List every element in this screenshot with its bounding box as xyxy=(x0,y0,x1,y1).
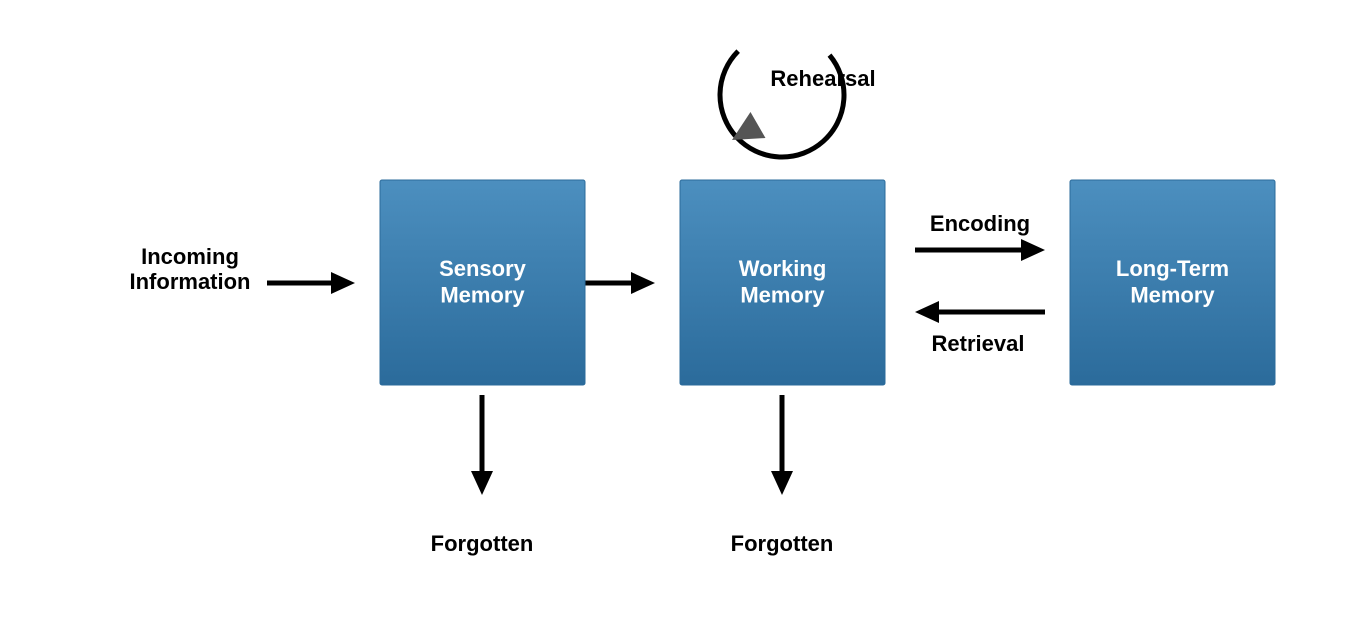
label-incoming-line1: Incoming xyxy=(141,244,239,269)
retrieval_arrow-arrow xyxy=(915,301,1045,323)
label-rehearsal-line1: Rehearsal xyxy=(770,66,875,91)
encoding_arrow-head xyxy=(1021,239,1045,261)
sensory_forgotten-head xyxy=(471,471,493,495)
node-sensory: SensoryMemory xyxy=(380,180,585,385)
node-longterm: Long-TermMemory xyxy=(1070,180,1275,385)
label-retrieval: Retrieval xyxy=(932,331,1025,356)
node-longterm-label1: Long-Term xyxy=(1116,256,1229,281)
node-sensory-label2: Memory xyxy=(440,283,525,308)
label-forgotten2-line1: Forgotten xyxy=(731,531,834,556)
label-encoding-line1: Encoding xyxy=(930,211,1030,236)
label-incoming: IncomingInformation xyxy=(130,244,251,294)
node-longterm-label2: Memory xyxy=(1130,283,1215,308)
label-forgotten2: Forgotten xyxy=(731,531,834,556)
nodes-layer: SensoryMemoryWorkingMemoryLong-TermMemor… xyxy=(380,180,1275,385)
in_to_sensory-arrow xyxy=(267,272,355,294)
label-rehearsal: Rehearsal xyxy=(770,66,875,91)
sensory_forgotten-arrow xyxy=(471,395,493,495)
label-forgotten1: Forgotten xyxy=(431,531,534,556)
node-sensory-label1: Sensory xyxy=(439,256,527,281)
label-incoming-line2: Information xyxy=(130,269,251,294)
rehearsal-head xyxy=(732,112,765,140)
label-retrieval-line1: Retrieval xyxy=(932,331,1025,356)
retrieval_arrow-head xyxy=(915,301,939,323)
encoding_arrow-arrow xyxy=(915,239,1045,261)
node-working-label1: Working xyxy=(739,256,827,281)
node-working: WorkingMemory xyxy=(680,180,885,385)
in_to_sensory-head xyxy=(331,272,355,294)
sensory_to_working-head xyxy=(631,272,655,294)
sensory_to_working-arrow xyxy=(585,272,655,294)
memory-model-diagram: SensoryMemoryWorkingMemoryLong-TermMemor… xyxy=(0,0,1370,626)
working_forgotten-arrow xyxy=(771,395,793,495)
working_forgotten-head xyxy=(771,471,793,495)
node-working-label2: Memory xyxy=(740,283,825,308)
label-encoding: Encoding xyxy=(930,211,1030,236)
label-forgotten1-line1: Forgotten xyxy=(431,531,534,556)
